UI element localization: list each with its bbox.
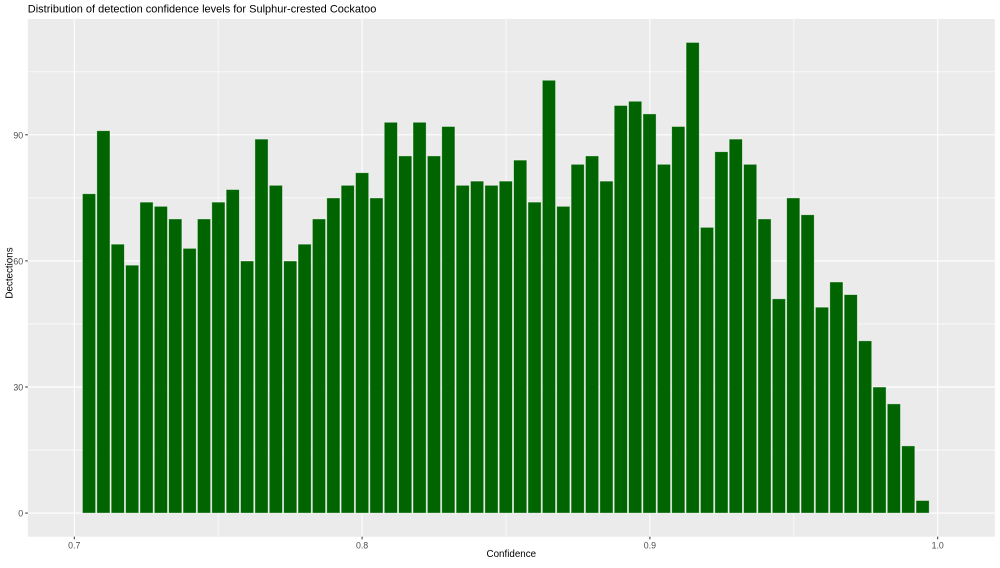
svg-text:0.8: 0.8 [356,540,368,550]
svg-text:Distribution of detection conf: Distribution of detection confidence lev… [28,4,377,16]
svg-text:1.0: 1.0 [932,540,944,550]
svg-text:Confidence: Confidence [487,549,537,560]
svg-text:Dectections: Dectections [4,247,15,298]
svg-text:0.9: 0.9 [644,540,656,550]
svg-text:0: 0 [18,509,23,519]
svg-text:30: 30 [13,383,23,393]
svg-text:0.7: 0.7 [68,540,80,550]
svg-text:60: 60 [13,257,23,267]
svg-text:90: 90 [13,130,23,140]
